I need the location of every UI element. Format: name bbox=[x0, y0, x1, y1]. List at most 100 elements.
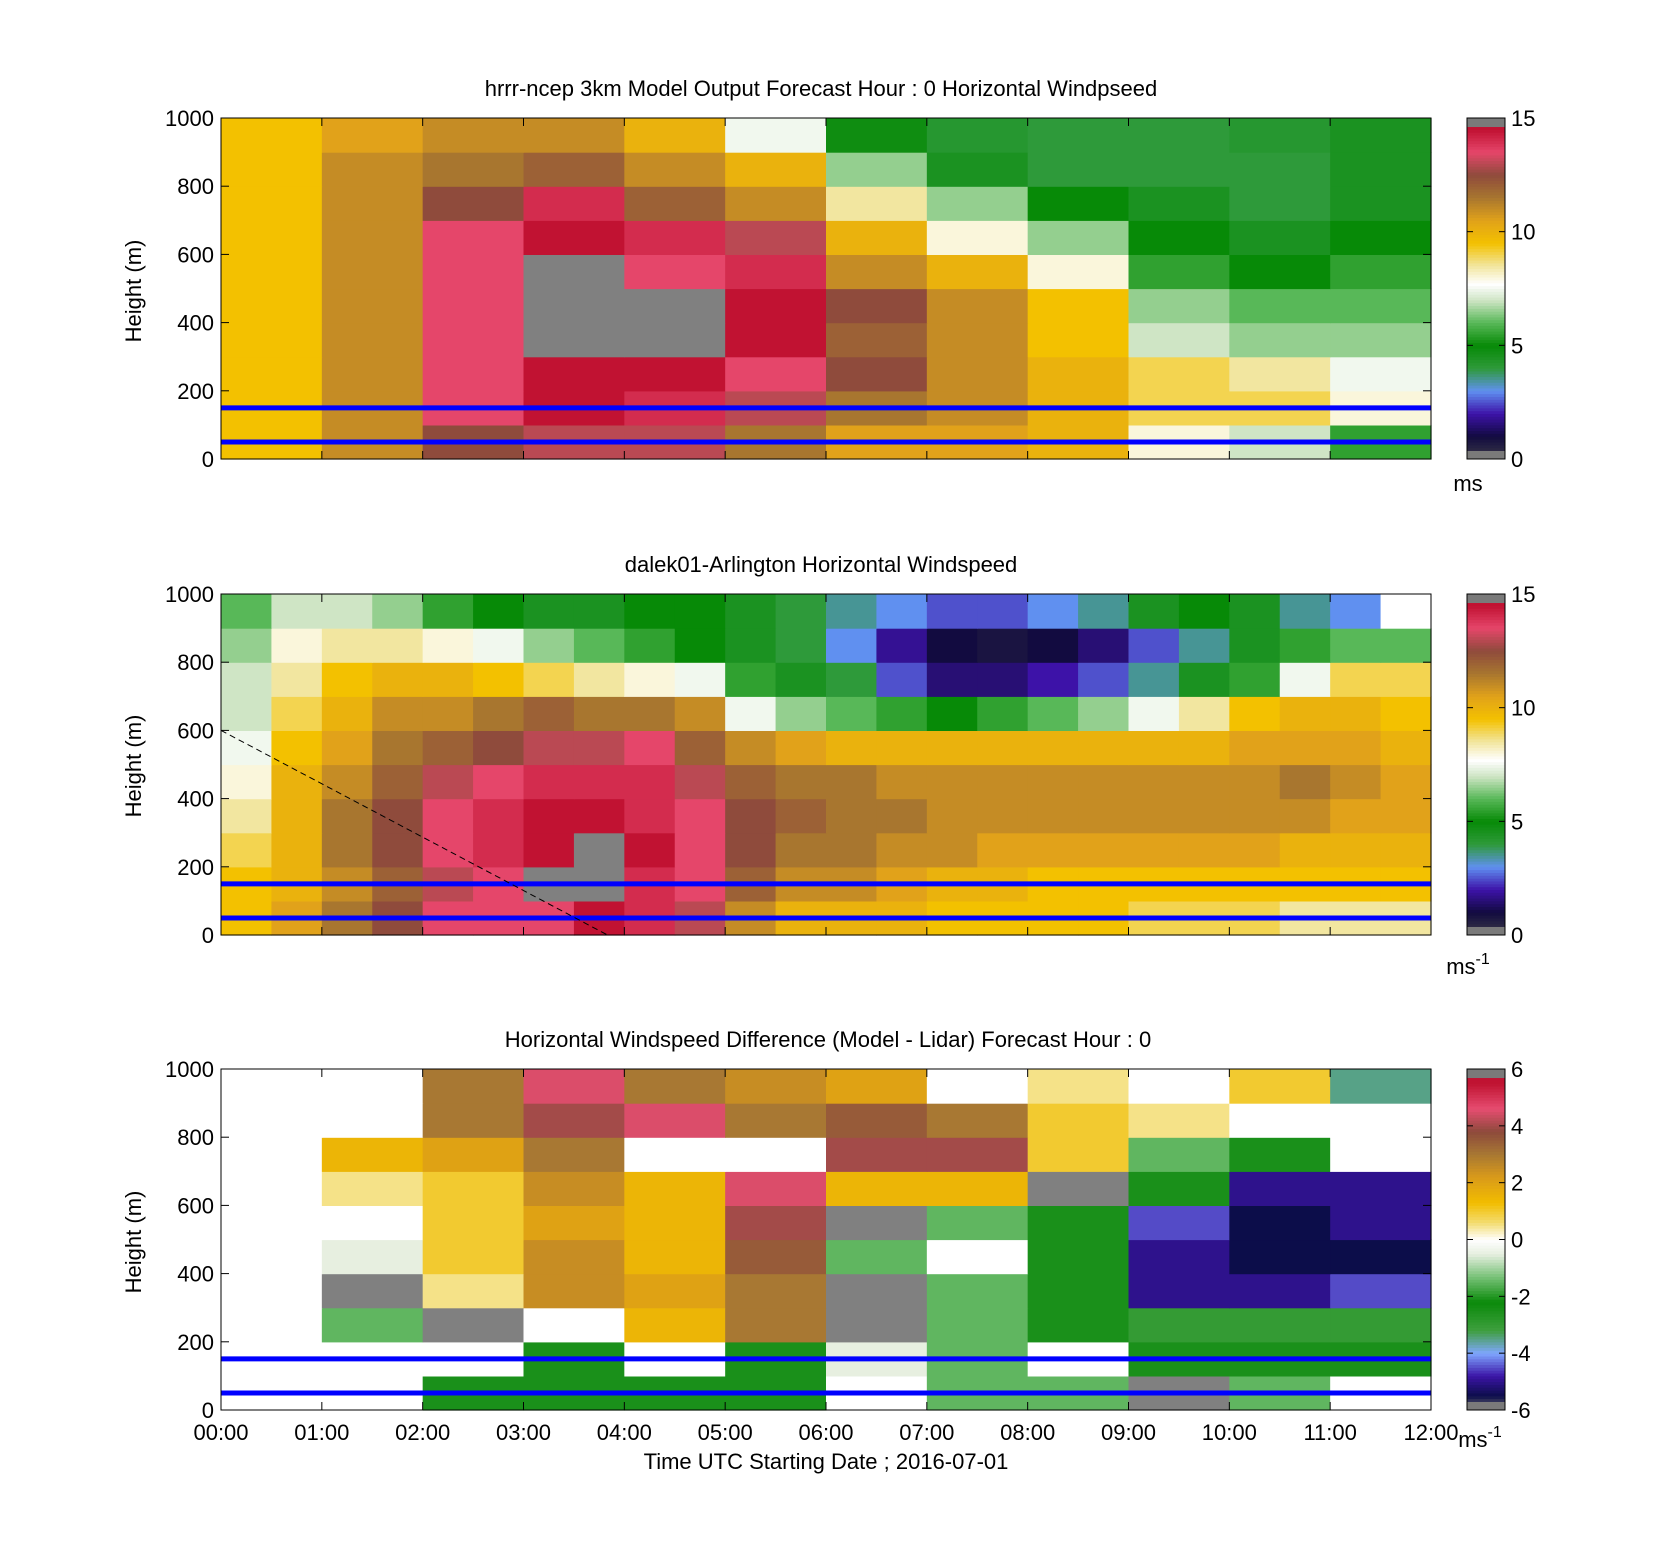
heatmap-cell bbox=[977, 730, 1029, 766]
colorbar-swatch bbox=[1467, 137, 1505, 142]
heatmap-cell bbox=[624, 152, 726, 187]
heatmap-cell bbox=[926, 662, 978, 697]
colorbar-swatch bbox=[1467, 1259, 1505, 1263]
heatmap-cell bbox=[1128, 764, 1180, 800]
colorbar-swatch bbox=[1467, 126, 1505, 130]
heatmap-cell bbox=[271, 832, 323, 868]
colorbar-swatch bbox=[1467, 254, 1505, 258]
colorbar-swatch bbox=[1467, 316, 1505, 321]
heatmap-cell bbox=[624, 832, 676, 868]
colorbar-swatch bbox=[1467, 1276, 1505, 1280]
colorbar-swatch bbox=[1467, 351, 1505, 355]
colorbar-swatch bbox=[1467, 311, 1505, 315]
colorbar-swatch bbox=[1467, 132, 1505, 136]
colorbar-swatch bbox=[1467, 129, 1505, 133]
heatmap-cell bbox=[321, 730, 373, 766]
colorbar-swatch bbox=[1467, 1404, 1505, 1408]
heatmap-cell bbox=[523, 356, 625, 392]
heatmap-cell bbox=[372, 696, 424, 731]
heatmap-cell bbox=[624, 322, 726, 358]
heatmap-cell bbox=[321, 1239, 424, 1275]
heatmap-cell bbox=[624, 1171, 726, 1206]
colorbar-swatch bbox=[1467, 1154, 1505, 1158]
colorbar-swatch bbox=[1467, 693, 1505, 697]
heatmap-cell bbox=[725, 152, 827, 187]
colorbar-swatch bbox=[1467, 299, 1505, 304]
y-tick-label: 400 bbox=[177, 787, 214, 812]
colorbar-swatch bbox=[1467, 416, 1505, 420]
heatmap-cell bbox=[523, 220, 625, 255]
heatmap-cell bbox=[1027, 696, 1079, 731]
colorbar-swatch bbox=[1467, 696, 1505, 700]
colorbar-swatch bbox=[1467, 1233, 1505, 1238]
colorbar-swatch bbox=[1467, 208, 1505, 213]
panel-1-title: hrrr-ncep 3km Model Output Forecast Hour… bbox=[485, 76, 1158, 101]
colorbar-swatch bbox=[1467, 183, 1505, 187]
colorbar-swatch bbox=[1467, 413, 1505, 417]
colorbar-swatch bbox=[1467, 764, 1505, 768]
colorbar-swatch bbox=[1467, 804, 1505, 808]
heatmap-cell bbox=[473, 798, 525, 834]
heatmap-cell bbox=[624, 1239, 726, 1275]
colorbar-swatch bbox=[1467, 282, 1505, 287]
heatmap-cell bbox=[1229, 1103, 1331, 1138]
heatmap-cell bbox=[926, 288, 1029, 324]
colorbar-swatch bbox=[1467, 1293, 1505, 1297]
heatmap-cell bbox=[725, 1205, 827, 1241]
heatmap-cell bbox=[523, 696, 575, 731]
heatmap-cell bbox=[1128, 1239, 1230, 1275]
heatmap-cell bbox=[725, 1069, 827, 1104]
heatmap-cell bbox=[1078, 764, 1130, 800]
colorbar-swatch bbox=[1467, 1069, 1505, 1073]
colorbar-swatch bbox=[1467, 815, 1505, 819]
colorbar-swatch bbox=[1467, 237, 1505, 241]
colorbar-swatch bbox=[1467, 863, 1505, 868]
heatmap-cell bbox=[1128, 832, 1180, 868]
colorbar-swatch bbox=[1467, 441, 1505, 446]
heatmap-cell bbox=[1330, 832, 1382, 868]
heatmap-cell bbox=[1279, 662, 1331, 697]
colorbar-swatch bbox=[1467, 758, 1505, 763]
colorbar-swatch bbox=[1467, 1392, 1505, 1397]
colorbar-tick-label: 5 bbox=[1511, 809, 1523, 834]
colorbar-swatch bbox=[1467, 861, 1505, 865]
heatmap-cell bbox=[1229, 288, 1331, 324]
colorbar-swatch bbox=[1467, 878, 1505, 882]
heatmap-cell bbox=[1330, 798, 1382, 834]
heatmap-cell bbox=[1128, 220, 1230, 255]
heatmap-cell bbox=[1178, 764, 1230, 800]
colorbar-swatch bbox=[1467, 1248, 1505, 1252]
heatmap-cell bbox=[1330, 356, 1432, 392]
heatmap-cell bbox=[624, 1103, 726, 1138]
heatmap-cell bbox=[473, 730, 525, 766]
heatmap-cell bbox=[473, 628, 525, 663]
y-tick-label: 800 bbox=[177, 650, 214, 675]
heatmap-cell bbox=[725, 220, 827, 255]
heatmap-cell bbox=[221, 254, 323, 290]
heatmap-cell bbox=[624, 118, 726, 153]
heatmap-cell bbox=[523, 662, 575, 697]
colorbar-swatch bbox=[1467, 594, 1505, 598]
colorbar-swatch bbox=[1467, 1182, 1505, 1187]
heatmap-cell bbox=[221, 662, 273, 697]
colorbar-swatch bbox=[1467, 1097, 1505, 1101]
colorbar-swatch bbox=[1467, 787, 1505, 791]
heatmap-cell bbox=[826, 594, 878, 629]
y-tick-label: 0 bbox=[202, 1398, 214, 1423]
colorbar-swatch bbox=[1467, 245, 1505, 250]
heatmap-cell bbox=[1128, 356, 1230, 392]
heatmap-cell bbox=[1128, 1273, 1230, 1309]
colorbar-swatch bbox=[1467, 895, 1505, 899]
heatmap-cell bbox=[1229, 832, 1281, 868]
heatmap-cell bbox=[372, 662, 424, 697]
colorbar-swatch bbox=[1467, 1310, 1505, 1314]
colorbar-swatch bbox=[1467, 359, 1505, 363]
heatmap-cell bbox=[1128, 628, 1180, 663]
colorbar-swatch bbox=[1467, 1319, 1505, 1323]
colorbar-swatch bbox=[1467, 792, 1505, 797]
heatmap-cell bbox=[1027, 152, 1130, 187]
heatmap-cell bbox=[926, 152, 1029, 187]
heatmap-cell bbox=[321, 322, 424, 358]
colorbar-swatch bbox=[1467, 1100, 1505, 1104]
heatmap-cell bbox=[573, 730, 625, 766]
